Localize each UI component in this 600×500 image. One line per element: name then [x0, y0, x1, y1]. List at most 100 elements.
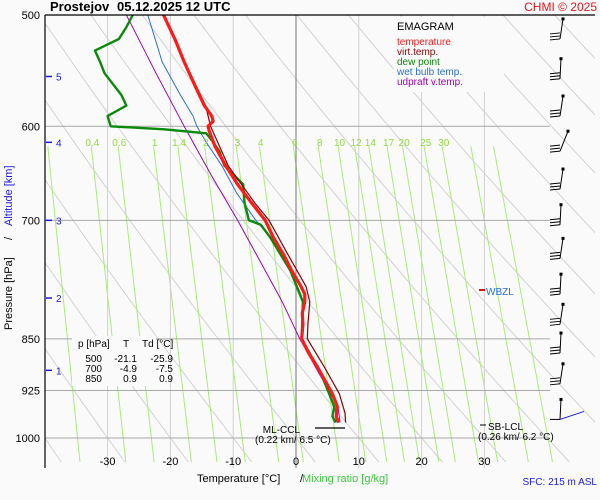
mixing-ratio-line [204, 146, 246, 463]
x-tick-label: 20 [415, 456, 427, 468]
mixing-ratio-label: 2 [203, 138, 209, 149]
mixing-ratio-label: 0.6 [112, 138, 126, 149]
mixing-ratio-line [47, 146, 81, 463]
x-axis-title: Temperature [°C] [197, 473, 280, 485]
dry-adiabat [502, 15, 595, 116]
dry-adiabat [141, 15, 507, 463]
mixing-ratio-grid [47, 146, 553, 463]
wind-barb [549, 272, 563, 296]
sb-lcl-label: SB-LCL [488, 422, 523, 433]
legend-updraft: udpraft v.temp. [397, 77, 463, 88]
table-cell: 0.9 [159, 374, 173, 385]
table-cell: -25.9 [150, 354, 173, 365]
series-virt-temp [163, 15, 347, 423]
wind-barb-flag [549, 320, 561, 323]
wind-barb-flag [549, 144, 561, 147]
wind-barb-flag [549, 188, 561, 191]
altitude-tick-label: 2 [56, 294, 62, 305]
dry-adiabat [90, 15, 443, 463]
sb-lcl-value: (0.26 km/ 6.2 °C) [478, 432, 554, 443]
wind-barb-flag [549, 380, 561, 383]
altitude-tick-label: 5 [56, 72, 62, 83]
wind-barb [549, 129, 570, 153]
dry-adiabat-grid [45, 15, 595, 463]
wind-barb-staff [559, 168, 564, 190]
table-cell: -21.1 [114, 354, 137, 365]
x-tick-label: 0 [293, 456, 299, 468]
legend-virt-temp: virt.temp. [397, 47, 438, 58]
table-row: 700 -4.9 -7.5 [85, 364, 173, 375]
table-box [72, 336, 156, 386]
mixing-ratio-label: 30 [438, 138, 450, 149]
wind-barb-staff [559, 274, 562, 295]
wind-barb-staff [559, 304, 564, 325]
x-axis-separator: / [300, 473, 304, 485]
wind-barb-flag [549, 78, 561, 81]
mixing-ratio-line [153, 146, 192, 463]
wbzl-label: WBZL [486, 287, 514, 298]
mixing-ratio-label: 12 [351, 138, 363, 149]
mixing-ratio-label: 3 [235, 138, 241, 149]
mixing-ratio-label: 1 [152, 138, 158, 149]
dry-adiabat [193, 15, 570, 463]
x-tick-label: 10 [353, 456, 365, 468]
wind-barb-flag [549, 224, 561, 227]
wind-barb-flag [549, 115, 561, 118]
mixing-ratio-line [354, 146, 405, 463]
wind-barb-flag [549, 147, 561, 150]
table-cell: 850 [85, 374, 102, 385]
wind-barb [550, 397, 585, 420]
wind-barb-staff [559, 238, 564, 259]
wind-barb [549, 94, 565, 118]
wind-barb-flag [549, 218, 561, 221]
mixing-ratio-line [402, 146, 456, 463]
datetime-title: 05.12.2025 12 UTC [117, 0, 231, 14]
axis-labels: -30 -20 -10 0 10 20 30500600700850925100054321… [16, 10, 491, 468]
table-cell: 0.9 [123, 374, 137, 385]
y-tick-label: 600 [22, 121, 40, 133]
mixing-ratio-line [386, 146, 440, 463]
wind-barb [549, 57, 563, 81]
y-tick-label: 1000 [16, 433, 40, 445]
altitude-tick-label: 3 [56, 216, 62, 227]
wind-barb-flag [549, 254, 561, 257]
altitude-tick-label: 4 [56, 138, 62, 149]
wind-barb [549, 236, 565, 260]
wind-barb-staff [559, 399, 562, 420]
dry-adiabat [45, 261, 189, 463]
wind-barb [549, 302, 565, 326]
wind-barb-flag [549, 293, 561, 296]
y-axis-separator: / [3, 236, 15, 240]
mixing-ratio-line [317, 146, 367, 463]
mixing-ratio-label: 14 [365, 138, 377, 149]
wind-barb [549, 331, 563, 355]
table-row: 500 -21.1 -25.9 [85, 354, 173, 365]
wind-barb-staff [559, 130, 569, 152]
mixing-ratio-label: 0.4 [85, 138, 99, 149]
wind-barb-staff [559, 333, 562, 354]
table-cell: 700 [85, 364, 102, 375]
mixing-ratio-line [292, 146, 340, 463]
mixing-ratio-label: 25 [420, 138, 432, 149]
mixing-ratio-line [493, 146, 553, 463]
dry-adiabat [45, 99, 316, 463]
wind-barb-flag [549, 38, 561, 41]
wind-barb-flag [549, 290, 561, 293]
wind-barb-flag [549, 317, 561, 320]
wind-barb-flag [549, 251, 561, 254]
table-cell: 500 [85, 354, 102, 365]
mixing-ratio-line [423, 146, 479, 463]
y-tick-label: 700 [22, 215, 40, 227]
sfc-label: SFC: 215 m ASL [523, 477, 598, 488]
y-tick-label: 500 [22, 10, 40, 22]
mixing-ratio-label: 6 [292, 138, 298, 149]
wind-barb-flag [549, 109, 561, 112]
wind-barb-flag [549, 257, 561, 260]
legend-wet-bulb: wet bulb temp. [396, 67, 462, 78]
wind-barb-flag [549, 75, 561, 78]
mixing-ratio-line [368, 146, 420, 463]
mixing-ratio-label: 17 [383, 138, 395, 149]
ml-ccl-value: (0.22 km/ 6.5 °C) [255, 435, 331, 446]
wind-barb-flag [549, 112, 561, 115]
series-temperature [162, 15, 341, 424]
